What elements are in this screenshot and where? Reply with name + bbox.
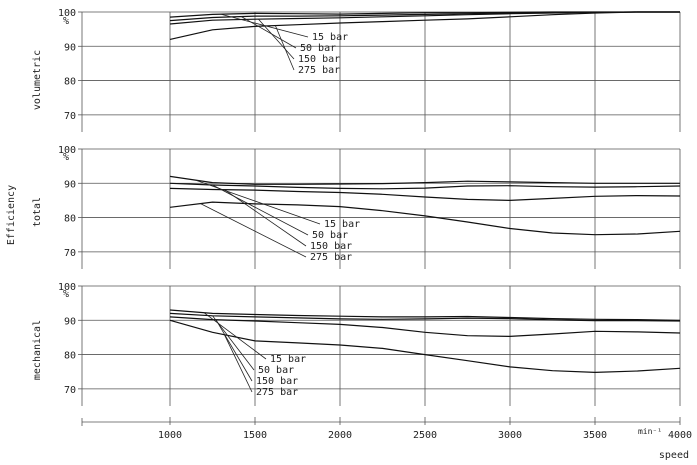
series-line-mechanical-275-bar	[169, 319, 681, 374]
panel-volumetric: volumetric %	[32, 16, 69, 110]
ytick-label-volumetric-90: 90	[64, 42, 76, 53]
series-label-mechanical-50-bar: 50 bar	[258, 365, 294, 376]
leader-line-volumetric-150-bar	[258, 18, 295, 60]
ytick-label-mechanical-90: 90	[64, 316, 76, 327]
ytick-label-volumetric-80: 80	[64, 77, 76, 88]
series-label-total-275-bar: 275 bar	[310, 252, 352, 263]
panel-label-total: total	[32, 197, 43, 227]
xtick-label-1000: 1000	[158, 430, 182, 441]
leader-line-total-150-bar	[224, 189, 307, 247]
series-label-total-15-bar: 15 bar	[324, 219, 360, 230]
grid-layer: 70 80 90 100 70 80 90 100 70 80 90 100 1000 1500 2000 2…	[58, 8, 692, 441]
ytick-label-total-90: 90	[64, 179, 76, 190]
panel-unit-total: %	[63, 152, 69, 163]
ytick-label-mechanical-80: 80	[64, 351, 76, 362]
panel-label-volumetric: volumetric	[32, 50, 43, 110]
leader-line-volumetric-50-bar	[241, 16, 297, 49]
series-line-total-275-bar	[169, 201, 681, 236]
leader-line-mechanical-275-bar	[224, 334, 253, 393]
xtick-label-1500: 1500	[243, 430, 267, 441]
panel-unit-volumetric: %	[63, 16, 69, 27]
ytick-label-volumetric-70: 70	[64, 111, 76, 122]
series-label-total-50-bar: 50 bar	[312, 230, 348, 241]
ytick-label-volumetric-100: 100	[58, 8, 76, 19]
leader-line-volumetric-275-bar	[275, 25, 295, 71]
series-label-mechanical-150-bar: 150 bar	[256, 376, 298, 387]
series-line-total-15-bar	[169, 175, 680, 185]
series-label-mechanical-15-bar: 15 bar	[270, 354, 306, 365]
ytick-label-total-70: 70	[64, 248, 76, 259]
xtick-label-2000: 2000	[328, 430, 352, 441]
series-line-mechanical-50-bar	[169, 312, 681, 322]
leader-line-total-50-bar	[212, 184, 309, 236]
xtick-label-2500: 2500	[413, 430, 437, 441]
xtick-label-4000: 4000	[668, 430, 692, 441]
y-axis-label: Efficiency	[6, 185, 17, 245]
panel-unit-mechanical: %	[63, 289, 69, 300]
leader-line-mechanical-150-bar	[215, 319, 253, 382]
series-line-mechanical-150-bar	[169, 316, 681, 338]
series-line-total-150-bar	[169, 187, 681, 202]
panel-label-mechanical: mechanical	[32, 320, 43, 380]
leader-line-total-275-bar	[200, 203, 307, 258]
xtick-label-3000: 3000	[498, 430, 522, 441]
series-line-volumetric-150-bar	[169, 11, 680, 25]
x-axis-unit: min⁻¹	[638, 427, 662, 436]
leader-line-mechanical-50-bar	[212, 315, 255, 371]
series-label-volumetric-150-bar: 150 bar	[298, 54, 340, 65]
series-line-mechanical-15-bar	[169, 309, 681, 321]
ytick-label-mechanical-100: 100	[58, 282, 76, 293]
x-axis-label: speed	[659, 450, 689, 461]
panel-total: total %	[32, 152, 69, 227]
series-label-volumetric-50-bar: 50 bar	[300, 43, 336, 54]
series-label-total-150-bar: 150 bar	[310, 241, 352, 252]
leader-line-total-15-bar	[195, 179, 321, 225]
curve-layer	[169, 11, 681, 374]
series-line-total-50-bar	[169, 182, 681, 190]
series-line-volumetric-275-bar	[169, 11, 680, 40]
series-label-mechanical-275-bar: 275 bar	[256, 387, 298, 398]
series-label-volumetric-275-bar: 275 bar	[298, 65, 340, 76]
ytick-label-total-80: 80	[64, 214, 76, 225]
ytick-label-total-100: 100	[58, 145, 76, 156]
ytick-label-mechanical-70: 70	[64, 385, 76, 396]
xtick-label-3500: 3500	[583, 430, 607, 441]
leader-line-mechanical-15-bar	[203, 312, 267, 360]
series-label-volumetric-15-bar: 15 bar	[312, 32, 348, 43]
panel-mechanical: mechanical %	[32, 289, 69, 380]
